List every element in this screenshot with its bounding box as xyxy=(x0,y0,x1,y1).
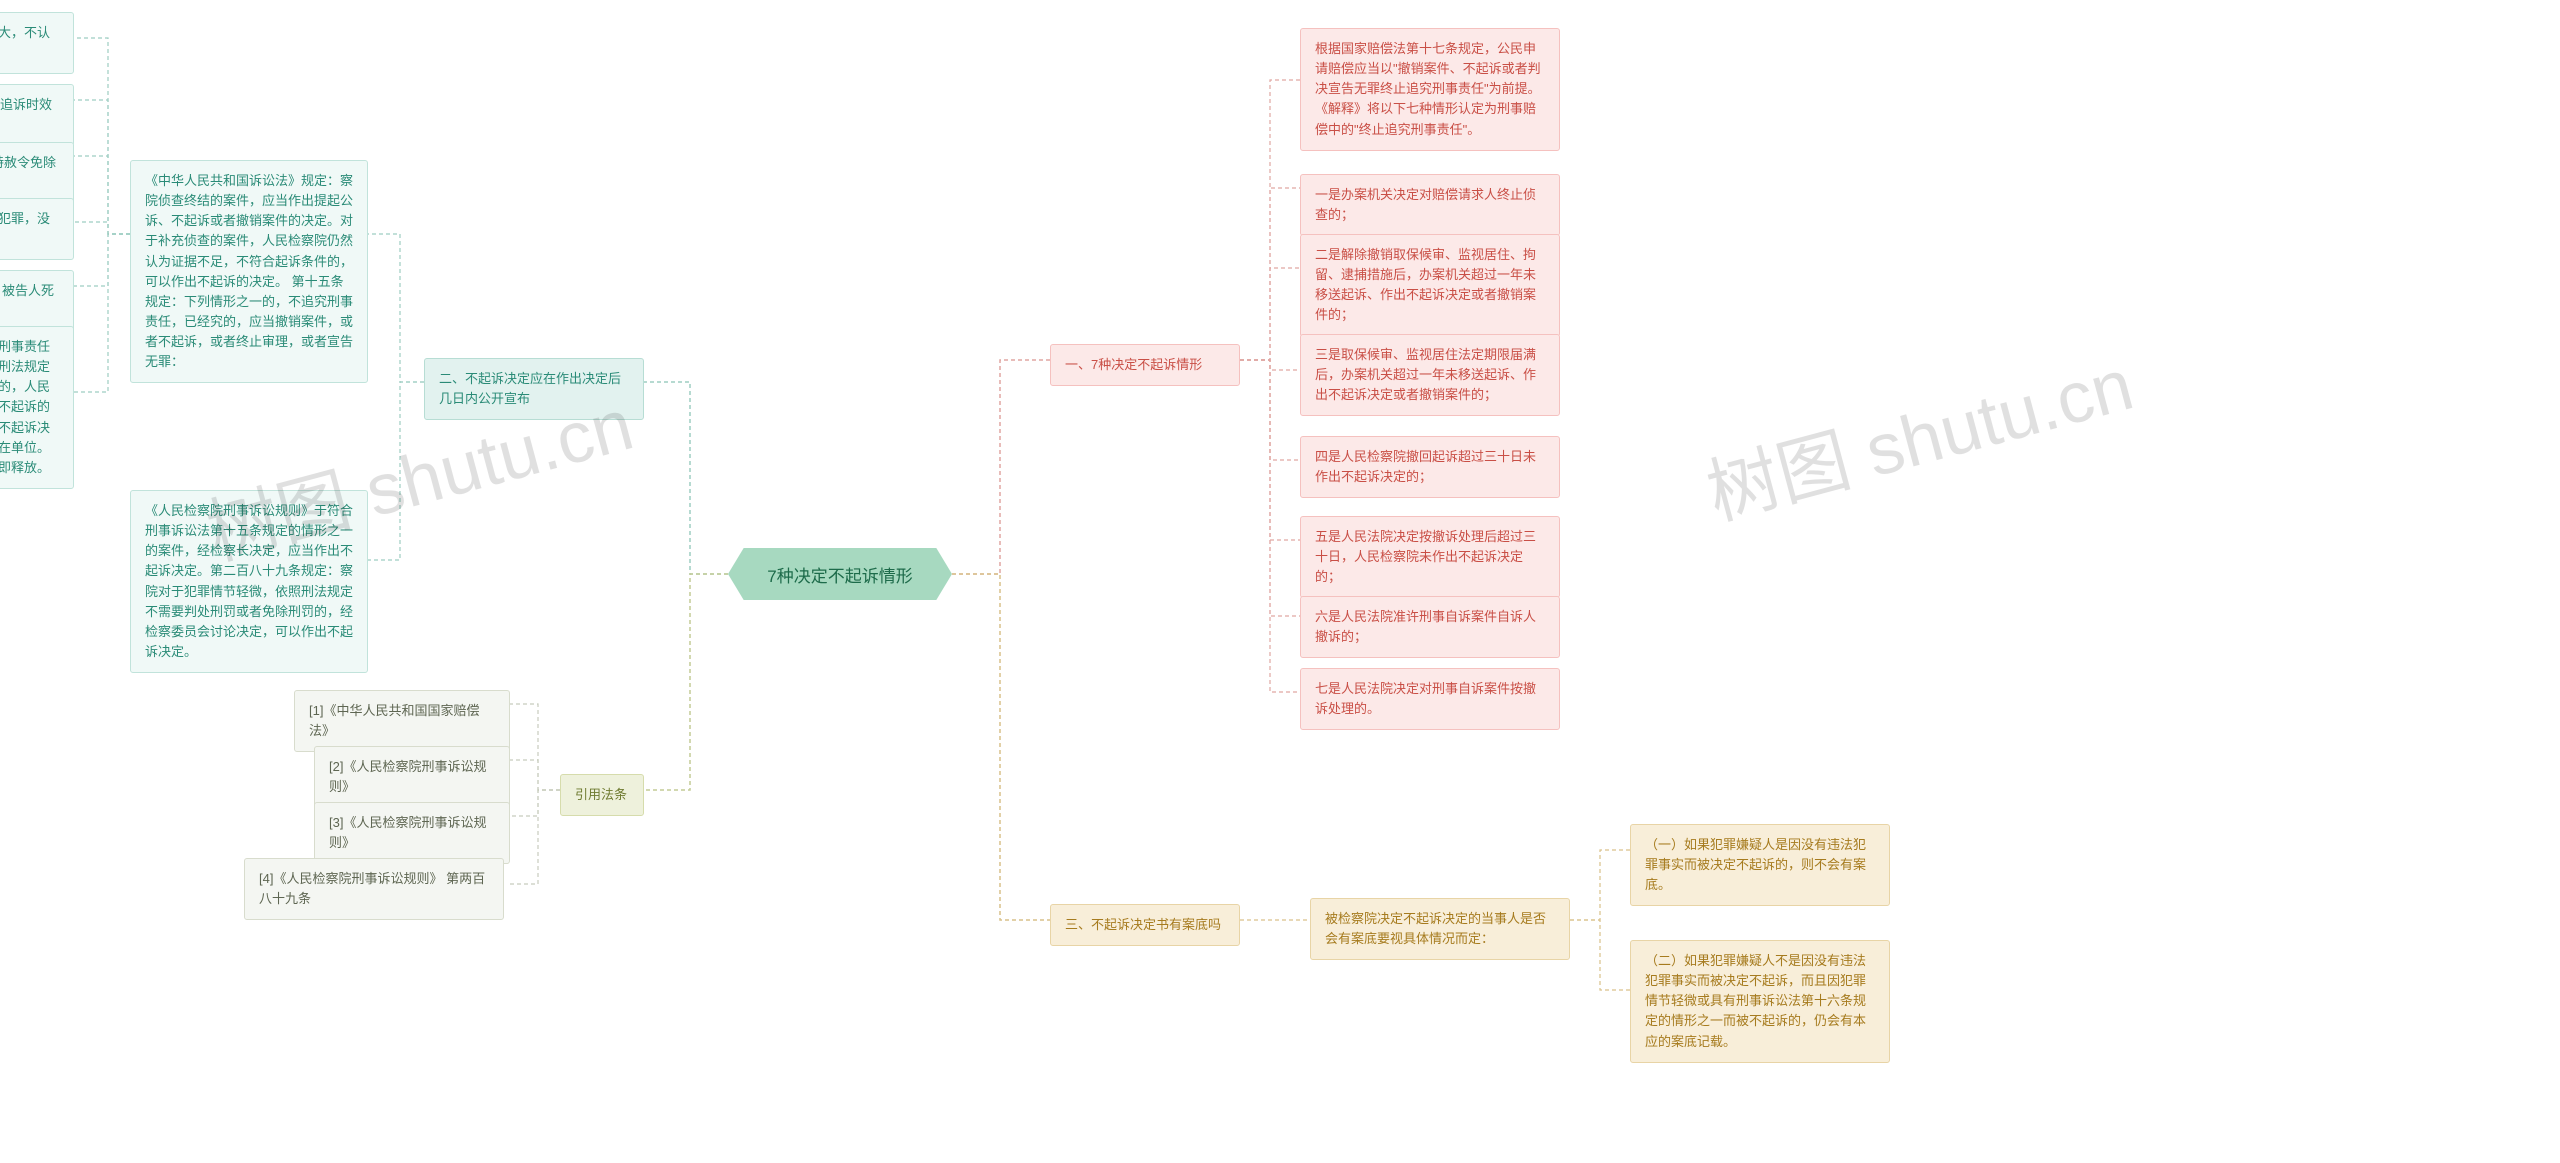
branch-2-p2: 《人民检察院刑事诉讼规则》于符合刑事诉讼法第十五条规定的情形之一的案件，经检察长… xyxy=(130,490,368,673)
branch-1-title: 一、7种决定不起诉情形 xyxy=(1050,344,1240,386)
branch-4-item: [3]《人民检察院刑事诉讼规则》 xyxy=(314,802,510,864)
branch-1-item: 三是取保候审、监视居住法定期限届满后，办案机关超过一年未移送起诉、作出不起诉决定… xyxy=(1300,334,1560,416)
branch-4-item: [4]《人民检察院刑事诉讼规则》 第两百八十九条 xyxy=(244,858,504,920)
branch-3-item: （二）如果犯罪嫌疑人不是因没有违法犯罪事实而被决定不起诉，而且因犯罪情节轻微或具… xyxy=(1630,940,1890,1063)
branch-1-item: 一是办案机关决定对赔偿请求人终止侦查的； xyxy=(1300,174,1560,236)
branch-3-title: 三、不起诉决定书有案底吗 xyxy=(1050,904,1240,946)
branch-2-p1-item: （五）犯罪嫌疑人、被告人死亡的； xyxy=(0,270,74,332)
branch-1-item: 二是解除撤销取保候审、监视居住、拘留、逮捕措施后，办案机关超过一年未移送起诉、作… xyxy=(1300,234,1560,337)
branch-2-title: 二、不起诉决定应在作出决定后几日内公开宣布 xyxy=(424,358,644,420)
branch-4-title: 引用法条 xyxy=(560,774,644,816)
branch-2-p1-item: （三）经特赦令免除刑罚的； xyxy=(0,142,74,204)
branch-1-item: 七是人民法院决定对刑事自诉案件按撤诉处理的。 xyxy=(1300,668,1560,730)
branch-1-item: 五是人民法院决定按撤诉处理后超过三十日，人民检察院未作出不起诉决定的； xyxy=(1300,516,1560,598)
root-node: 7种决定不起诉情形 xyxy=(728,548,952,600)
branch-1-item: 六是人民法院准许刑事自诉案件自诉人撤诉的； xyxy=(1300,596,1560,658)
branch-2-p1-item: （四）依照刑法告诉才处理的犯罪，没有告诉或者撤回告诉的； xyxy=(0,198,74,260)
branch-4-item: [1]《中华人民共和国国家赔偿法》 xyxy=(294,690,510,752)
connector-lines xyxy=(0,0,2560,1163)
branch-1-item: 根据国家赔偿法第十七条规定，公民申请赔偿应当以"撤销案件、不起诉或者判决宣告无罪… xyxy=(1300,28,1560,151)
branch-3-item: （一）如果犯罪嫌疑人是因没有违法犯罪事实而被决定不起诉的，则不会有案底。 xyxy=(1630,824,1890,906)
branch-2-p1-item: （二）犯罪已过追诉时效期限的； xyxy=(0,84,74,146)
branch-1-item: 四是人民检察院撤回起诉超过三十日未作出不起诉决定的； xyxy=(1300,436,1560,498)
branch-2-p1: 《中华人民共和国诉讼法》规定：察院侦查终结的案件，应当作出提起公诉、不起诉或者撤… xyxy=(130,160,368,383)
branch-4-item: [2]《人民检察院刑事诉讼规则》 xyxy=(314,746,510,808)
branch-3-desc: 被检察院决定不起诉决定的当事人是否会有案底要视具体情况而定： xyxy=(1310,898,1570,960)
branch-2-p1-item: （六）其他法律规定免予追究刑事责任的。对于犯罪情节轻微，依照刑法规定不需要判处刑… xyxy=(0,326,74,489)
branch-2-p1-item: （一）情节显著轻微、危害不大，不认为是犯罪的； xyxy=(0,12,74,74)
